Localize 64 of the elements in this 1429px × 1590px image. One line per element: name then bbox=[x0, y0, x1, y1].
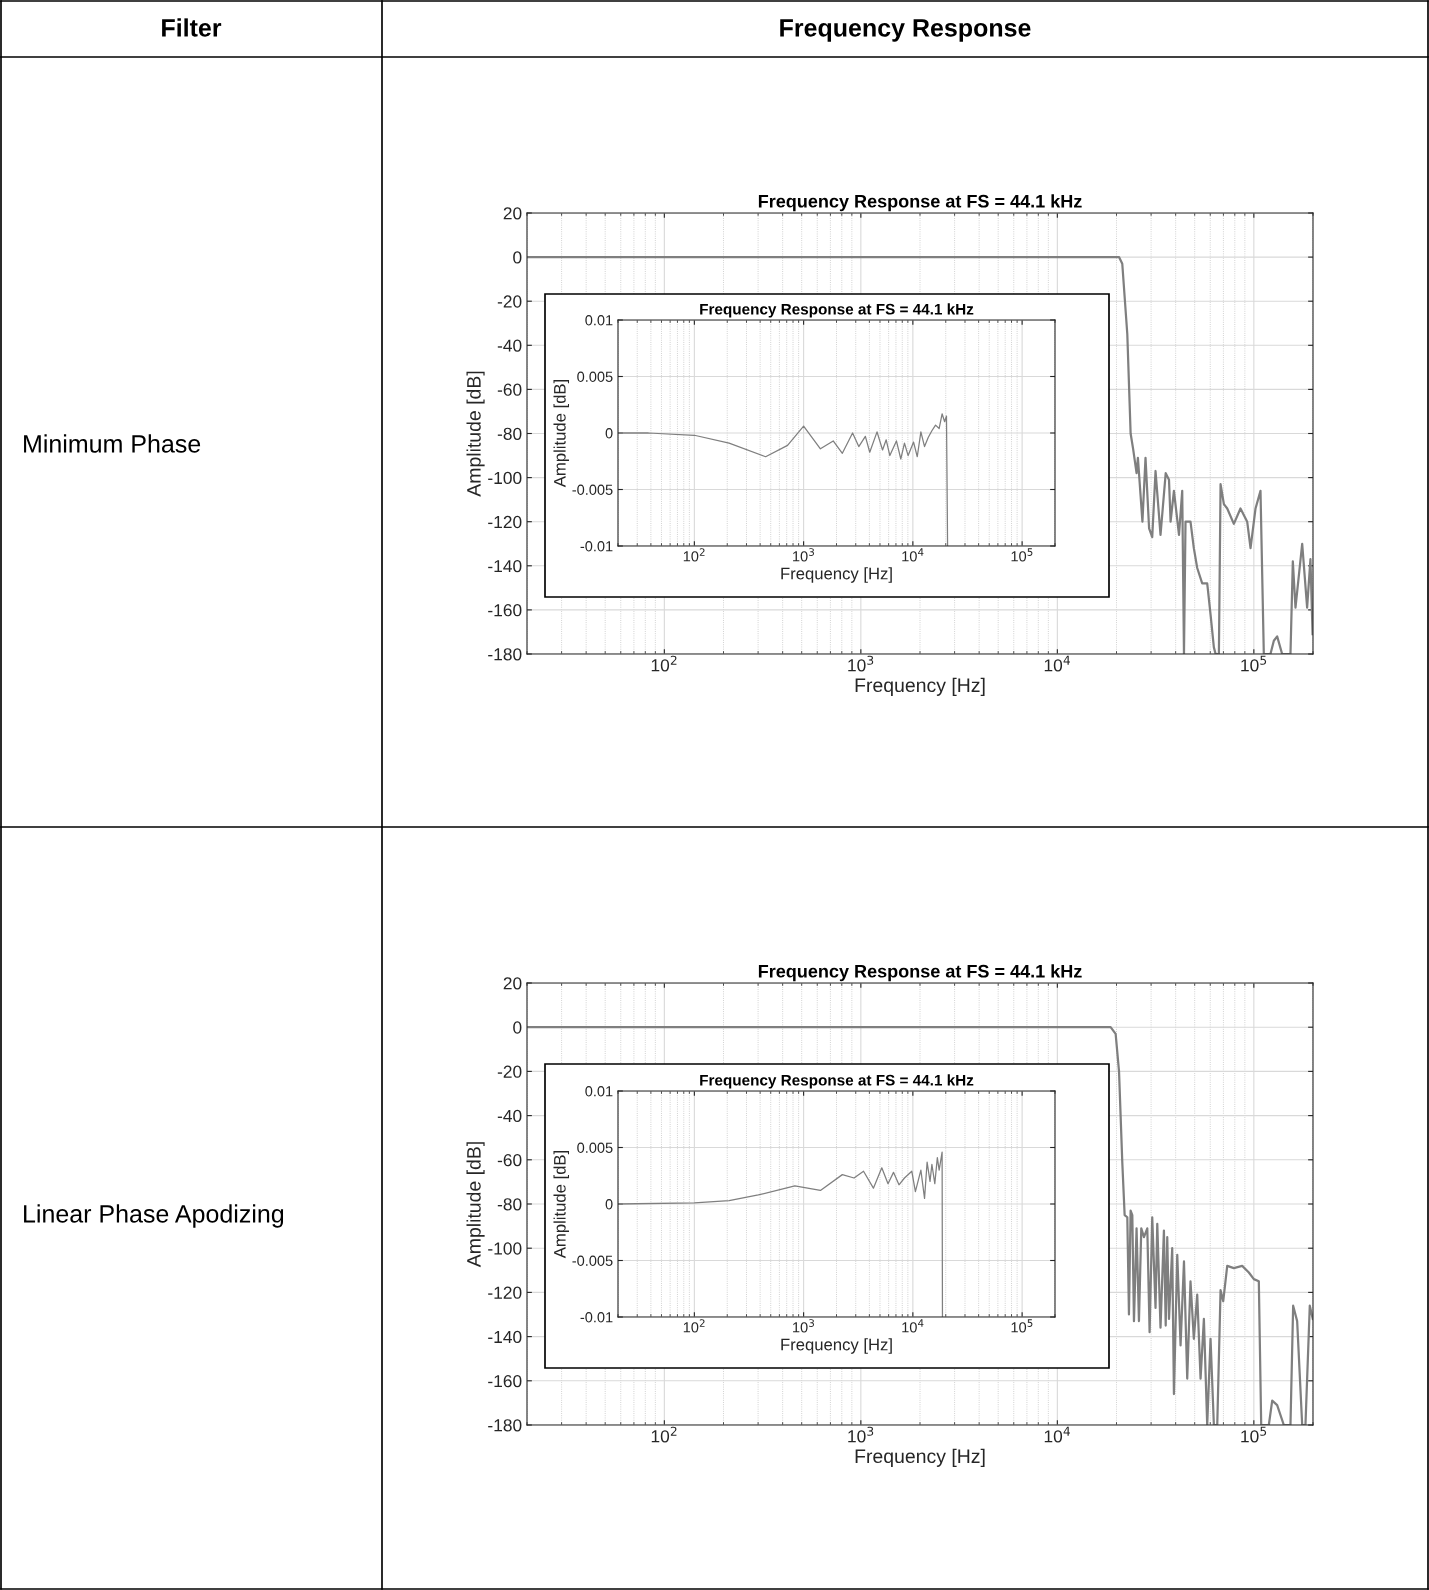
y-tick-label: -0.01 bbox=[580, 541, 613, 552]
x-tick-label: 10$^{3}$ bbox=[848, 1426, 874, 1443]
y-axis-title: Amplitude [dB] bbox=[466, 371, 485, 497]
y-tick-label: -80 bbox=[497, 427, 522, 440]
y-tick-label: 0.005 bbox=[577, 371, 613, 382]
x-tick-label: 10$^{2}$ bbox=[651, 1426, 677, 1443]
y-tick-label: -160 bbox=[488, 1374, 522, 1388]
y-tick-label: -140 bbox=[488, 559, 522, 573]
x-axis-title: Frequency [Hz] bbox=[855, 677, 985, 696]
text: Filter bbox=[162, 18, 222, 37]
x-tick-label: 10$^{5}$ bbox=[1241, 1426, 1267, 1443]
y-tick-label: 20 bbox=[503, 207, 522, 220]
y-tick-label: -80 bbox=[497, 1198, 522, 1211]
y-tick-label: -0.01 bbox=[580, 1312, 613, 1323]
y-tick-label: -40 bbox=[497, 1109, 522, 1123]
y-tick-label: -100 bbox=[488, 1242, 522, 1255]
y-tick-label: 0 bbox=[605, 1199, 613, 1210]
chart-title: Frequency Response at FS = 44.1 kHz bbox=[758, 964, 1082, 982]
y-axis-title: Amplitude [dB] bbox=[553, 1150, 570, 1259]
y-tick-label: 0 bbox=[513, 1021, 522, 1034]
y-tick-label: -40 bbox=[497, 339, 522, 352]
chart-title: Frequency Response at FS = 44.1 kHz bbox=[700, 1074, 974, 1089]
y-tick-label: -20 bbox=[497, 1065, 522, 1078]
x-tick-label: 10$^{3}$ bbox=[793, 548, 814, 562]
y-tick-label: -140 bbox=[488, 1330, 522, 1344]
y-tick-label: -180 bbox=[488, 1419, 522, 1432]
x-tick-label: 10$^{4}$ bbox=[902, 1319, 924, 1333]
x-tick-label: 10$^{4}$ bbox=[1044, 1426, 1070, 1443]
x-axis-title: Frequency [Hz] bbox=[781, 567, 892, 583]
x-tick-label: 10$^{3}$ bbox=[848, 655, 874, 672]
x-tick-label: 10$^{2}$ bbox=[683, 548, 705, 562]
x-tick-label: 10$^{2}$ bbox=[683, 1319, 705, 1333]
y-tick-label: -160 bbox=[488, 604, 522, 617]
y-tick-label: -120 bbox=[488, 515, 522, 529]
y-tick-label: 0 bbox=[605, 428, 613, 439]
y-tick-label: -180 bbox=[488, 648, 522, 661]
chart-title: Frequency Response at FS = 44.1 kHz bbox=[700, 303, 974, 318]
y-tick-label: -60 bbox=[497, 1153, 522, 1167]
y-axis-title: Amplitude [dB] bbox=[553, 379, 570, 488]
y-tick-label: 0.005 bbox=[577, 1142, 613, 1153]
y-tick-label: 0 bbox=[513, 251, 522, 264]
y-tick-label: -0.005 bbox=[572, 484, 613, 495]
text: Frequency Response bbox=[780, 19, 1031, 42]
x-tick-label: 10$^{4}$ bbox=[1044, 655, 1070, 672]
x-tick-label: 10$^{2}$ bbox=[651, 655, 677, 672]
y-tick-label: -20 bbox=[497, 295, 522, 308]
x-axis-title: Frequency [Hz] bbox=[855, 1448, 985, 1467]
y-tick-label: 20 bbox=[503, 977, 522, 990]
y-tick-label: 0.01 bbox=[585, 315, 613, 326]
x-axis-title: Frequency [Hz] bbox=[781, 1338, 892, 1354]
x-tick-label: 10$^{5}$ bbox=[1011, 548, 1033, 562]
x-tick-label: 10$^{5}$ bbox=[1241, 655, 1267, 672]
y-tick-label: -120 bbox=[488, 1286, 522, 1299]
y-tick-label: -100 bbox=[488, 471, 522, 485]
x-tick-label: 10$^{5}$ bbox=[1011, 1319, 1033, 1333]
text: Linear Phase Apodizing bbox=[24, 1204, 284, 1228]
text: Minimum Phase bbox=[24, 434, 201, 453]
chart-title: Frequency Response at FS = 44.1 kHz bbox=[758, 194, 1082, 212]
y-axis-title: Amplitude [dB] bbox=[466, 1142, 485, 1268]
y-tick-label: -0.005 bbox=[572, 1255, 613, 1266]
y-tick-label: -60 bbox=[497, 383, 522, 396]
x-tick-label: 10$^{4}$ bbox=[902, 548, 924, 562]
x-tick-label: 10$^{3}$ bbox=[793, 1319, 814, 1333]
y-tick-label: 0.01 bbox=[585, 1086, 613, 1097]
